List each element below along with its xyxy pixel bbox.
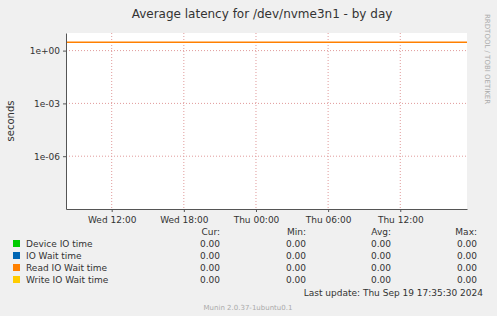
last-update: Last update: Thu Sep 19 17:35:30 2024 <box>304 288 484 298</box>
grid-line <box>183 33 184 209</box>
legend-header: Avg: <box>371 227 391 237</box>
legend-stat: 0.00 <box>371 275 391 285</box>
y-tick-label: 1e+00 <box>30 46 61 56</box>
y-axis-line <box>66 34 67 210</box>
legend-header: Cur: <box>201 227 220 237</box>
legend-stat: 0.00 <box>457 275 477 285</box>
x-tick-label: Wed 12:00 <box>88 215 137 225</box>
x-axis: Wed 12:00 Wed 18:00 Thu 00:00 Thu 06:00 Thu … <box>67 209 468 225</box>
legend-swatch <box>13 264 20 271</box>
legend-stat: 0.00 <box>200 263 220 273</box>
legend-stat: 0.00 <box>286 263 306 273</box>
legend-swatch <box>13 276 20 283</box>
legend-stat: 0.00 <box>286 251 306 261</box>
legend-header: Min: <box>287 227 306 237</box>
footer: Munin 2.0.37-1ubuntu0.1 <box>204 304 293 312</box>
x-tick: Wed 18:00 <box>160 209 209 225</box>
legend-label: Write IO Wait time <box>26 275 109 285</box>
x-tick: Thu 06:00 <box>305 209 352 225</box>
legend-stat: 0.00 <box>457 251 477 261</box>
y-tick-mark <box>63 51 66 52</box>
y-tick-label: 1e-06 <box>34 152 60 162</box>
legend-stat: 0.00 <box>371 251 391 261</box>
x-tick-label: Wed 18:00 <box>160 215 209 225</box>
legend-swatch <box>13 240 20 247</box>
x-tick-mark <box>400 209 401 212</box>
plot-marks <box>66 42 467 43</box>
y-axis-title: seconds <box>5 101 16 142</box>
y-tick-mark <box>63 103 66 104</box>
x-tick-label: Thu 00:00 <box>233 215 280 225</box>
legend-stat: 0.00 <box>286 239 306 249</box>
legend-stat: 0.00 <box>200 275 220 285</box>
legend-stat: 0.00 <box>200 251 220 261</box>
grid-line <box>255 33 256 209</box>
grid-line <box>111 33 112 209</box>
legend-header: Max: <box>455 227 477 237</box>
y-tick: 1e-03 <box>34 99 66 109</box>
legend-swatch <box>13 252 20 259</box>
x-tick-mark <box>328 209 329 212</box>
x-tick: Thu 00:00 <box>233 209 280 225</box>
legend-label: Read IO Wait time <box>26 263 108 273</box>
y-axis: 1e+00 1e-03 1e-06 <box>30 34 67 210</box>
legend-stat: 0.00 <box>371 263 391 273</box>
x-tick: Thu 12:00 <box>377 209 424 225</box>
legend-stat: 0.00 <box>457 239 477 249</box>
side-text: RRDTOOL / TOBI OETIKER <box>483 14 491 104</box>
grid-line <box>66 156 467 157</box>
y-tick: 1e-06 <box>34 152 66 162</box>
grid-line <box>400 33 401 209</box>
x-tick-label: Thu 12:00 <box>377 215 424 225</box>
y-tick-mark <box>63 156 66 157</box>
legend-stat: 0.00 <box>371 239 391 249</box>
x-tick-mark <box>184 209 185 212</box>
plot-area <box>66 33 467 209</box>
series-line <box>66 41 467 43</box>
x-tick-mark <box>112 209 113 212</box>
legend-label: IO Wait time <box>26 251 82 261</box>
grid <box>66 33 467 209</box>
legend-stat: 0.00 <box>286 275 306 285</box>
x-axis-line <box>67 209 468 210</box>
legend-stat: 0.00 <box>457 263 477 273</box>
grid-line <box>66 50 467 51</box>
grid-line <box>66 103 467 104</box>
title: Average latency for /dev/nvme3n1 - by da… <box>132 7 393 21</box>
legend-stat: 0.00 <box>200 239 220 249</box>
y-tick: 1e+00 <box>30 46 66 56</box>
x-tick-label: Thu 06:00 <box>305 215 352 225</box>
chart: Wed 12:00 Wed 18:00 Thu 00:00 Thu 06:00 Thu … <box>0 0 497 316</box>
y-tick-label: 1e-03 <box>34 99 60 109</box>
legend-label: Device IO time <box>26 239 93 249</box>
grid-line <box>328 33 329 209</box>
legend: Cur: Min: Avg: Max: Device IO time 0.00 0.00 0.… <box>13 227 477 285</box>
x-tick: Wed 12:00 <box>88 209 137 225</box>
x-tick-mark <box>256 209 257 212</box>
background <box>0 0 497 316</box>
